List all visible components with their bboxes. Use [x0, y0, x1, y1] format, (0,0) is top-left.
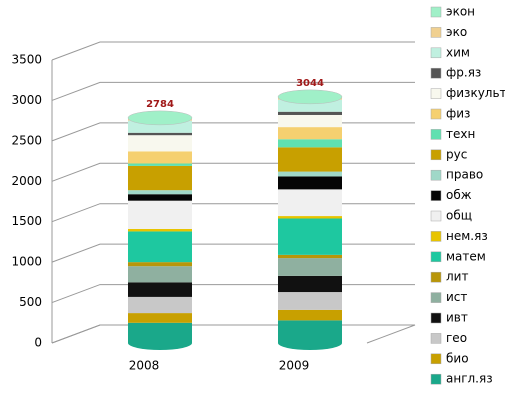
- legend-label: хим: [446, 45, 470, 59]
- grid-line: [51, 203, 415, 223]
- bar-segment: [278, 320, 342, 343]
- floor: [51, 324, 416, 344]
- grid-line: [51, 243, 415, 263]
- total-label: 3044: [296, 78, 324, 89]
- total-label: 2784: [146, 99, 174, 110]
- bar-segment: [278, 258, 342, 276]
- legend-swatch: [430, 333, 442, 344]
- bar-segment: [278, 176, 342, 190]
- y-tick-label: 1500: [11, 214, 42, 228]
- legend-swatch: [430, 312, 442, 324]
- legend-label: техн: [446, 127, 475, 141]
- grid-line: [51, 41, 415, 61]
- legend-swatch: [430, 108, 442, 120]
- legend-label: фр.яз: [446, 66, 481, 80]
- bar-segment: [128, 282, 192, 297]
- legend-swatch: [430, 47, 442, 59]
- bar-segment: [278, 275, 342, 293]
- bar-segment: [278, 292, 342, 310]
- bar-segment: [278, 139, 342, 148]
- legend-swatch: [430, 292, 442, 303]
- bar-segment: [278, 127, 342, 140]
- grid-line: [51, 324, 415, 344]
- bar-segment: [278, 254, 342, 259]
- legend-label: рус: [446, 147, 467, 161]
- bar-segment: [278, 189, 342, 217]
- bar-segment: [278, 114, 342, 128]
- legend-swatch: [430, 251, 442, 263]
- bar-segment: [278, 218, 342, 255]
- bar-segment: [128, 194, 192, 201]
- bar-segment: [128, 266, 192, 283]
- legend-label: общ: [446, 209, 472, 223]
- legend-label: физкульт: [446, 86, 505, 100]
- legend-label: англ.яз: [446, 372, 493, 386]
- cylinder-top: [127, 110, 193, 126]
- grid-line: [51, 284, 415, 304]
- bar-segment: [128, 322, 192, 343]
- grid-line: [51, 122, 415, 142]
- bar-segment: [128, 296, 192, 314]
- y-tick-label: 3500: [11, 53, 42, 67]
- bar-segment: [128, 135, 192, 152]
- legend-swatch: [430, 67, 442, 79]
- legend-label: обж: [446, 188, 472, 202]
- legend-label: экон: [446, 5, 475, 19]
- legend-label: нем.яз: [446, 229, 488, 243]
- legend-label: гео: [446, 331, 467, 345]
- legend-swatch: [430, 88, 442, 99]
- y-tick-label: 1000: [11, 255, 42, 269]
- cylinder-top: [277, 89, 343, 105]
- legend-swatch: [430, 190, 442, 201]
- legend-swatch: [430, 373, 442, 385]
- legend-label: матем: [446, 249, 486, 263]
- legend-swatch: [430, 169, 442, 181]
- y-tick-label: 2000: [11, 174, 42, 188]
- y-tick-label: 0: [34, 336, 42, 350]
- y-tick-label: 500: [19, 295, 42, 309]
- x-tick-label: 2009: [279, 359, 310, 373]
- legend-swatch: [430, 129, 442, 140]
- bar-segment: [128, 228, 192, 232]
- bar-segment: [128, 262, 192, 267]
- bar-segment: [278, 147, 342, 172]
- grid-line: [51, 162, 415, 182]
- legend-swatch: [430, 210, 442, 222]
- legend-swatch: [430, 231, 442, 242]
- bar-segment: [128, 165, 192, 191]
- legend-label: био: [446, 351, 469, 365]
- legend-swatch: [430, 353, 442, 365]
- bar-segment: [128, 200, 192, 229]
- legend-label: физ: [446, 107, 470, 121]
- x-tick-label: 2008: [129, 359, 160, 373]
- y-tick-label: 2500: [11, 133, 42, 147]
- grid-line: [51, 81, 415, 101]
- legend-swatch: [430, 27, 442, 38]
- legend-label: ист: [446, 290, 467, 304]
- legend-label: ивт: [446, 311, 468, 325]
- bar-segment: [278, 111, 342, 115]
- legend-label: право: [446, 168, 483, 182]
- legend-swatch: [430, 6, 442, 18]
- legend-swatch: [430, 271, 442, 283]
- legend-swatch: [430, 149, 442, 161]
- bar-segment: [128, 151, 192, 164]
- y-tick-label: 3000: [11, 93, 42, 107]
- bar-segment: [278, 171, 342, 177]
- legend-label: эко: [446, 25, 467, 39]
- bar-segment: [128, 132, 192, 136]
- bar-segment: [128, 313, 192, 323]
- bar-segment: [278, 309, 342, 321]
- legend-label: лит: [446, 270, 468, 284]
- bar-segment: [128, 163, 192, 166]
- bar-segment: [278, 216, 342, 219]
- bar-segment: [128, 231, 192, 263]
- bar-segment: [128, 190, 192, 195]
